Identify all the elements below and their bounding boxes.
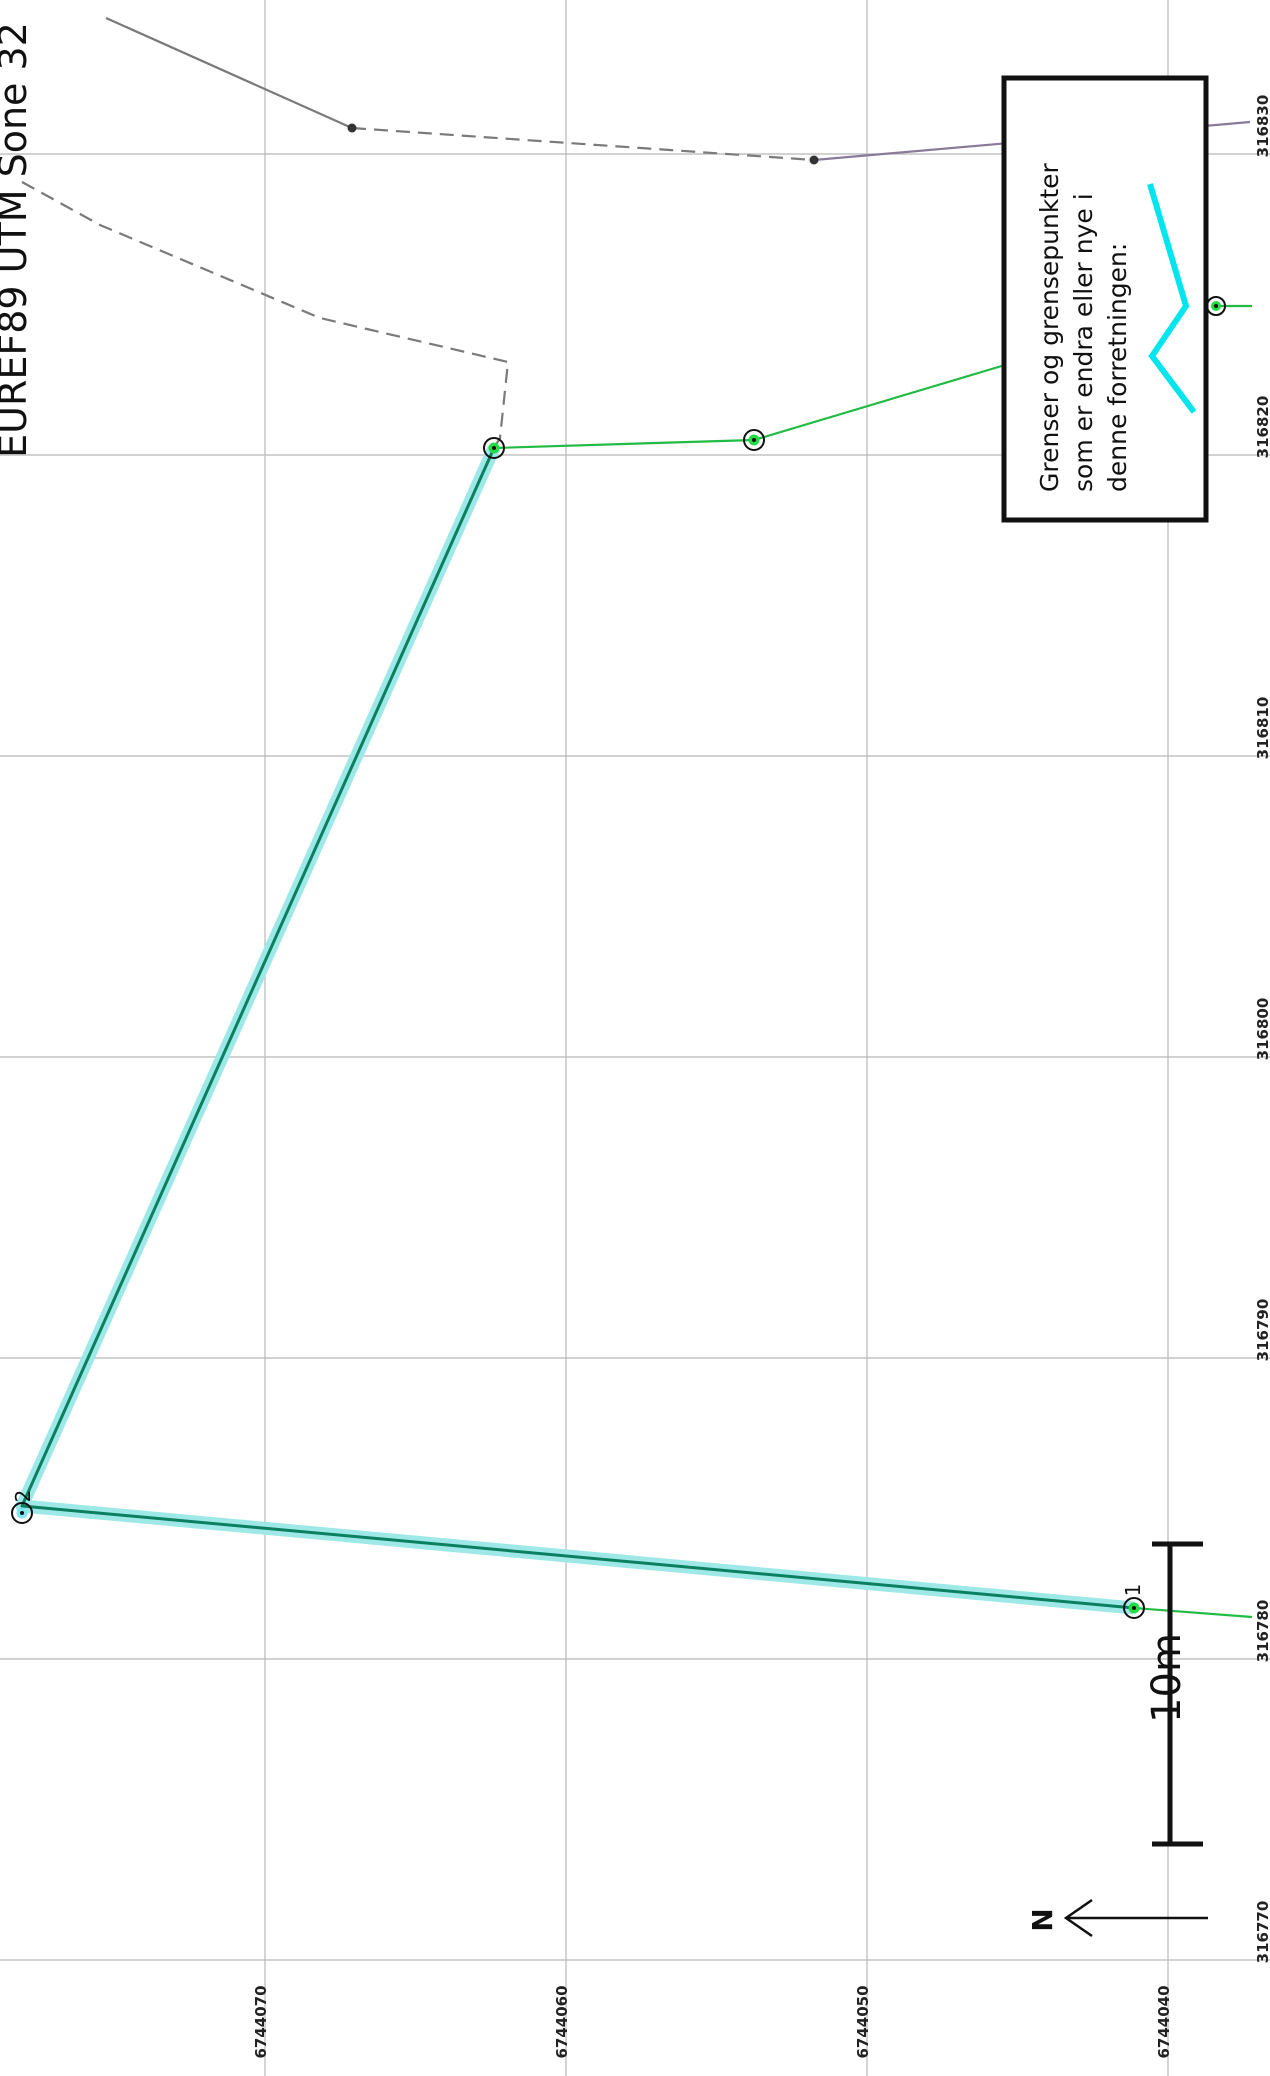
tick-label-e316830: 316830 (1254, 95, 1270, 158)
legend-box (1001, 75, 1209, 523)
changed-boundary (20, 447, 1135, 1610)
legend-line-2: som er endra eller nye i (1069, 193, 1098, 492)
tick-label-n6744070: 6744070 (252, 1985, 270, 2058)
legend: Grenser og grensepunkter som er endra el… (1001, 75, 1209, 523)
north-arrow-icon (1063, 1898, 1208, 1938)
point-label-2: 2 (11, 1490, 35, 1503)
boundary-point-2 (11, 1502, 33, 1524)
tick-label-e316810: 316810 (1254, 697, 1270, 760)
point-label-1: 1 (1121, 1584, 1145, 1597)
legend-line-3: denne forretningen: (1103, 243, 1132, 492)
easting-tick-labels: 316770 316780 316790 316800 316810 31682… (1254, 95, 1270, 1964)
existing-boundary-dashed (351, 126, 815, 162)
legend-line-1: Grenser og grensepunkter (1035, 162, 1064, 492)
existing-boundary-line (105, 16, 353, 130)
scale-bar-label: 10m (1144, 1633, 1190, 1723)
scale-bar (1152, 1541, 1203, 1847)
northing-tick-labels: 6744070 6744060 6744050 6744040 (252, 1985, 1173, 2058)
boundary-line (1133, 1606, 1253, 1619)
boundary-point-1 (1123, 1597, 1145, 1619)
tick-label-n6744060: 6744060 (553, 1985, 571, 2058)
map-title: EUREF89 UTM Sone 32 (0, 22, 35, 458)
tick-label-n6744040: 6744040 (1155, 1985, 1173, 2058)
legend-changed-boundary-symbol (1147, 183, 1197, 414)
tick-label-e316790: 316790 (1254, 1299, 1270, 1362)
boundary-point (483, 437, 505, 459)
tick-label-e316820: 316820 (1254, 396, 1270, 459)
existing-boundary-point (347, 123, 357, 133)
tick-label-e316800: 316800 (1254, 998, 1270, 1061)
changed-boundary-halo (15, 445, 1135, 1615)
north-arrow-label: N (1026, 1908, 1059, 1931)
tick-label-e316770: 316770 (1254, 1901, 1270, 1964)
tick-label-n6744050: 6744050 (854, 1985, 872, 2058)
boundary-point (743, 429, 765, 451)
boundary-line (493, 363, 1006, 450)
tick-label-e316780: 316780 (1254, 1600, 1270, 1663)
existing-boundary-point (809, 155, 819, 165)
